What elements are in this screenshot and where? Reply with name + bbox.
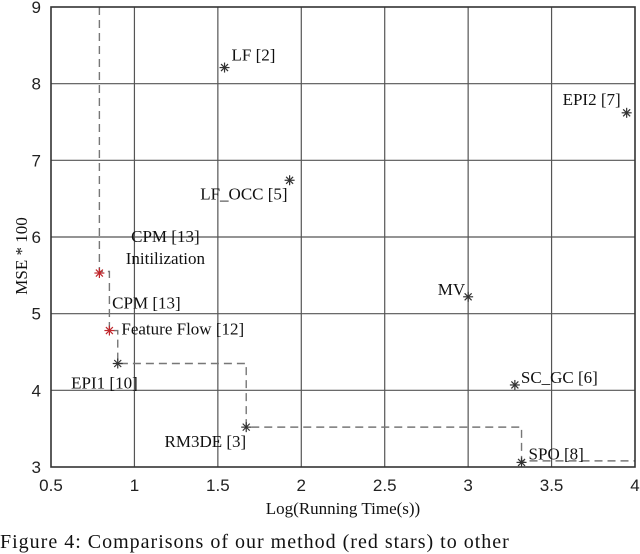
point-label: RM3DE [3] (165, 432, 247, 451)
point-labels: LF [2] EPI2 [7] LF_OCC [5] CPM [13] Initiliz… (71, 46, 620, 464)
x-axis-label: Log(Running Time(s)) (266, 499, 420, 518)
figure-caption: Figure 4: Comparisons of our method (red… (0, 531, 510, 553)
point-label: EPI2 [7] (563, 90, 621, 109)
y-tick-label: 3 (32, 458, 41, 477)
y-tick-label: 9 (32, 0, 41, 17)
point-marker (516, 457, 527, 468)
point-label: MV (438, 280, 466, 299)
point-label: LF [2] (232, 46, 276, 65)
point-label: SC_GC [6] (521, 368, 598, 387)
point-label: LF_OCC [5] (200, 184, 287, 203)
point-marker (94, 268, 105, 279)
x-tick-label: 3 (463, 476, 472, 495)
y-tick-label: 7 (32, 151, 41, 170)
x-tick-label: 2.5 (373, 476, 397, 495)
y-tick-label: 8 (32, 75, 41, 94)
y-axis-label: MSE * 100 (12, 217, 31, 294)
x-tick-label: 2 (297, 476, 306, 495)
point-label-secondary: Initilization (126, 249, 206, 268)
point-marker (509, 379, 520, 390)
point-marker (112, 358, 123, 369)
x-tick-label: 3.5 (540, 476, 564, 495)
y-tick-label: 4 (32, 381, 41, 400)
x-tick-label: 1.5 (206, 476, 230, 495)
point-label: CPM [13] (131, 227, 199, 246)
x-tick-label: 4 (630, 476, 639, 495)
point-marker (219, 62, 230, 73)
y-tick-label: 5 (32, 305, 41, 324)
point-marker (104, 325, 115, 336)
point-marker (463, 291, 474, 302)
axes: 0.5 1 1.5 2 2.5 3 3.5 4 3 4 5 6 7 8 9 (32, 0, 640, 495)
y-tick-label: 6 (32, 228, 41, 247)
x-tick-label: 0.5 (39, 476, 63, 495)
point-label: SPO [8] (529, 444, 584, 463)
plot-frame (50, 6, 636, 468)
point-label-secondary: Feature Flow [12] (121, 320, 244, 339)
x-tick-label: 1 (130, 476, 139, 495)
point-marker (621, 107, 632, 118)
grid-lines (51, 7, 635, 467)
point-label: EPI1 [10] (71, 374, 138, 393)
point-label: CPM [13] (112, 294, 180, 313)
point-marker (241, 422, 252, 433)
point-marker (284, 175, 295, 186)
data-points (94, 62, 632, 468)
